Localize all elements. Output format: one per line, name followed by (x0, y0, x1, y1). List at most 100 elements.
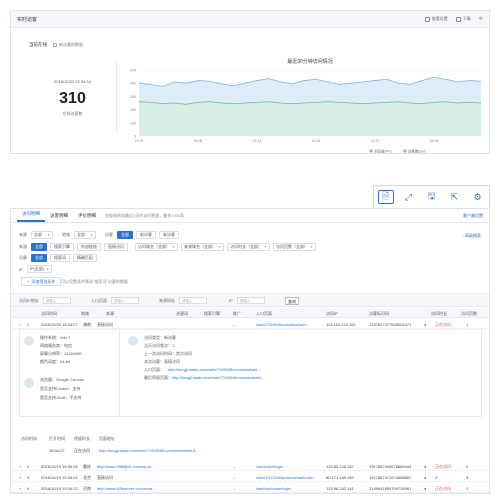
download-label: 下载 (462, 16, 471, 21)
search-entry-label: 入口页面 (91, 297, 107, 303)
vp-duration: 正在访问 (74, 448, 90, 453)
user-icon (128, 336, 138, 346)
table-row[interactable]: + 3 2016/10/19 15:34:24 北京 直接访问 -- /web/… (11, 472, 489, 482)
tab-visit-details[interactable]: 访问明细 (17, 211, 45, 222)
advanced-search-link[interactable]: ↑ 高级搜索 (461, 233, 481, 238)
old-visitor-button[interactable]: 老访客 (159, 231, 179, 239)
expand-icon[interactable]: + (19, 475, 22, 480)
new-visitor-button[interactable]: 新访客 (136, 231, 156, 239)
source-domain-select[interactable]: 来源域名（全部） ▼ (180, 243, 224, 251)
realtime-actions: 查看设置 下载 ✲ (424, 16, 483, 22)
row-promo: -- (233, 322, 236, 327)
document-button[interactable]: 🗎 (377, 190, 394, 204)
y-tick-label: 300 (130, 95, 136, 99)
tag-icon[interactable]: ● (424, 475, 427, 480)
settings-button[interactable]: ⚙ (470, 190, 486, 204)
table-row[interactable]: + 2 2016/10/19 15:56:26 重庆 http://www.99… (11, 461, 489, 471)
export-button[interactable]: ⇱ (447, 190, 463, 204)
source-select[interactable]: 全部 ▼ (31, 231, 53, 239)
th-promotion: 推广 (233, 311, 241, 316)
region-select-value: 全部 (77, 232, 85, 237)
save-button[interactable]: 🖫 (424, 190, 440, 204)
chevron-down-icon: ▼ (172, 245, 175, 249)
visits-area-chart: 最近30分钟访问情况 0 100 200 300 400 500 15:03 15:08 15:1… (130, 58, 482, 153)
row-entry-link[interactable]: /web/welcome/login (256, 486, 291, 491)
th-pages: 访问页数 (461, 311, 477, 316)
tag-icon[interactable]: ● (424, 486, 427, 491)
pin-icon[interactable]: ✲ (478, 16, 483, 22)
search-ip2-input[interactable]: 请输入 (236, 297, 265, 304)
row-source-link[interactable]: http://www.b2bserver.com/rovis... (97, 486, 156, 491)
chevron-down-icon: ▼ (217, 245, 221, 249)
tag-icon[interactable]: ● (424, 322, 427, 327)
collapse-icon[interactable]: − (19, 322, 22, 327)
row-promo: -- (233, 475, 236, 480)
th-visit-time[interactable]: 访问时间 (41, 311, 57, 316)
add-filter-button[interactable]: + 添加筛选条件 (21, 277, 62, 286)
search-ip2-group: IP 请输入 (229, 297, 265, 304)
vp-url-link[interactable]: http://tongji.baidu.com/web/7109545/over… (99, 448, 199, 453)
cookie-info: 是否支持Cookie：支持 (40, 386, 81, 391)
expand-button[interactable]: ⤢ (401, 190, 417, 204)
region-select[interactable]: 全部 ▼ (74, 231, 96, 239)
tag-icon[interactable]: ● (424, 464, 427, 469)
visit-duration-select[interactable]: 访问时长（全部） ▼ (226, 243, 270, 251)
legend-marker-1 (403, 149, 407, 153)
y-tick-label: 200 (130, 108, 136, 112)
search-ip-input[interactable]: 请输入 (42, 297, 71, 304)
os-info: 操作系统：Win 7 (40, 335, 71, 340)
chevron-down-icon: ▼ (309, 245, 313, 249)
ip-select-value: IP(全部) (29, 266, 45, 271)
last-page-link[interactable]: http://tongji.baidu.com/web/7109545/over… (172, 375, 265, 380)
visitor-all-button[interactable]: 全部 (117, 231, 133, 239)
device-all-button[interactable]: 全部 (31, 254, 47, 262)
source-all-button[interactable]: 全部 (31, 243, 47, 251)
view-settings-button[interactable]: 查看设置 (424, 16, 448, 22)
search-entry-input[interactable]: 请输入 (111, 297, 139, 304)
client-settings-link[interactable]: 客户端设置 (463, 213, 483, 218)
search-source-input[interactable]: 请输入 (179, 297, 207, 304)
expand-icon[interactable]: + (19, 486, 22, 491)
expand-icon[interactable]: + (19, 464, 22, 469)
java-info: 是否支持JAVA：不支持 (40, 395, 82, 400)
settings-small-icon (424, 16, 430, 22)
table-row[interactable]: − 1 2016/10/20 15:34:27 湖南 直接访问 -- /web/… (11, 319, 489, 329)
tab-online-now[interactable]: 当前在线 (29, 42, 47, 47)
row-visitor-id: 2197827477528904471 (369, 322, 412, 327)
exact-match-button[interactable]: 精确匹配 (73, 254, 97, 262)
row-ip: 125.80.138.187 (326, 464, 354, 469)
row-source: 直接访问 (97, 475, 113, 480)
settings-icon: ⚙ (473, 191, 482, 202)
search-entry-group: 入口页面 请输入 (91, 297, 139, 304)
x-tick-label: 15:23 (370, 139, 379, 143)
table-row[interactable]: + 4 2016/10/19 15:34:22 河南 http://www.b2… (11, 483, 489, 493)
tab-review-details[interactable]: 评价明细 (78, 213, 96, 218)
row-entry-link[interactable]: /web/1013340/product/ma/index... (256, 475, 317, 480)
visit-domain-select[interactable]: 访问域名（全部） ▼ (135, 243, 178, 251)
th-region: 地域 (81, 311, 89, 316)
visit-path-header: 访问时间 打开时间 停留时长 页面地址 (19, 433, 482, 443)
search-row: 访问IP地址 请输入 入口页面 请输入 来源网址 请输入 IP 请输入 查询 (11, 293, 489, 307)
visit-pages-select[interactable]: 访问页数（全部） ▼ (272, 243, 316, 251)
th-source: 来源 (106, 311, 114, 316)
source-direct-button[interactable]: 直接访问 (104, 243, 128, 251)
realtime-tabs: 当前在线 新访客的数量 (29, 42, 83, 48)
download-button[interactable]: 下载 (455, 16, 471, 22)
computer-icon (24, 336, 34, 346)
source-search-engine-button[interactable]: 搜索引擎 (50, 243, 74, 251)
source-external-button[interactable]: 外部链接 (77, 243, 101, 251)
row-entry-link[interactable]: /web/7109545/overview/tabl... (256, 322, 309, 327)
keyword-button[interactable]: 搜索词 (50, 254, 70, 262)
tab-new-visitors[interactable]: 新访客的数量 (53, 42, 83, 48)
entry-page-link[interactable]: http://tongji.baidu.com/web/7109545/over… (168, 367, 261, 372)
entry-page-label: 入口页面： (144, 367, 164, 372)
row-source-link[interactable]: http://www.998ffjinli.com/crpuu... (97, 464, 155, 469)
legend-label-0: 浏览量(PV) (374, 148, 392, 153)
visit-duration-value: 访问时长（全部） (229, 244, 262, 249)
filter-row-4: IP IP(全部) ▼ (19, 265, 53, 273)
query-button[interactable]: 查询 (285, 297, 299, 305)
ip-select[interactable]: IP(全部) ▼ (26, 265, 53, 273)
row-entry-link[interactable]: /web/user/login (256, 464, 283, 469)
tab-visitor-details[interactable]: 访客明细 (50, 213, 68, 218)
plus-icon: + (27, 279, 30, 284)
